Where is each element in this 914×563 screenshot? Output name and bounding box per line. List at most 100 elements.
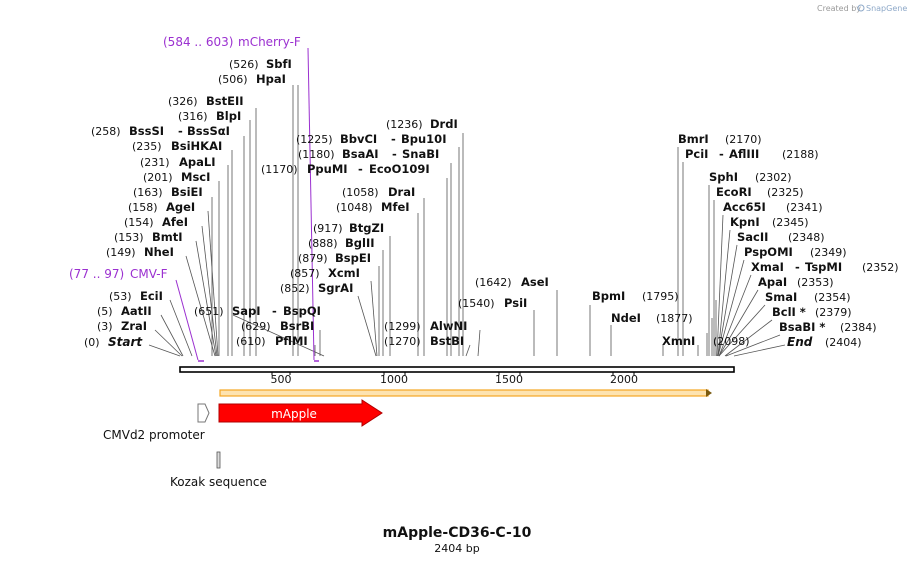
site-position: (2188)	[782, 148, 819, 161]
site-position: (857)	[290, 267, 320, 280]
site-position: (2341)	[786, 201, 823, 214]
site-position: (3)	[97, 320, 113, 333]
cmvd2-promoter-feature	[197, 403, 210, 423]
site-name-2: Bpu10I	[401, 132, 446, 146]
site-name-2: BssSαI	[187, 124, 230, 138]
site-name: SbfI	[266, 57, 292, 71]
site-name: Acc65I	[723, 200, 766, 214]
site-position: (235)	[132, 140, 162, 153]
site-name: SmaI	[765, 290, 797, 304]
start-position: (0)	[84, 336, 100, 349]
site-name: PciI	[685, 147, 708, 161]
site-name: NheI	[144, 245, 174, 259]
site-position: (610)	[236, 335, 266, 348]
site-position: (888)	[308, 237, 338, 250]
separator: -	[391, 132, 396, 146]
kozak-sequence-label: Kozak sequence	[170, 475, 267, 489]
kozak-sequence-feature	[216, 451, 221, 469]
separator: -	[392, 147, 397, 161]
site-name: SapI	[232, 304, 261, 318]
site-position: (2348)	[788, 231, 825, 244]
site-position: (326)	[168, 95, 198, 108]
cmv-f-primer-line	[175, 279, 199, 361]
site-name: BpmI	[592, 289, 625, 303]
site-position: (258)	[91, 125, 121, 138]
site-name: BsiEI	[171, 185, 203, 199]
site-position: (1180)	[298, 148, 335, 161]
site-name: EciI	[140, 289, 163, 303]
site-position: (651)	[194, 305, 224, 318]
site-position: (526)	[229, 58, 259, 71]
site-name: BspEI	[335, 251, 371, 265]
site-position: (158)	[128, 201, 158, 214]
site-name: XmnI	[662, 334, 695, 348]
separator: -	[272, 304, 277, 318]
site-position: (2170)	[725, 133, 762, 146]
left-cluster-labels: (526) SbfI (506) HpaI (326) BstEII (316)…	[91, 57, 292, 333]
site-position: (1270)	[384, 335, 421, 348]
site-position: (231)	[140, 156, 170, 169]
site-position: (1225)	[296, 133, 333, 146]
site-position: (2349)	[810, 246, 847, 259]
site-name: AatII	[121, 304, 152, 318]
map-length: 2404 bp	[434, 542, 479, 555]
cmvd2-promoter-label: CMVd2 promoter	[103, 428, 205, 442]
site-name: BstEII	[206, 94, 244, 108]
site-position: (2345)	[772, 216, 809, 229]
site-name: MscI	[181, 170, 210, 184]
site-name: ApaLI	[179, 155, 216, 169]
site-name: SgrAI	[318, 281, 353, 295]
site-name: PflMI	[275, 334, 308, 348]
site-name: XmaI	[751, 260, 784, 274]
orf-arrow	[219, 389, 712, 397]
site-name: AlwNI	[430, 319, 467, 333]
site-position: (1170)	[261, 163, 298, 176]
site-name-2: TspMI	[805, 260, 842, 274]
site-position: (852)	[280, 282, 310, 295]
site-position: (1795)	[642, 290, 679, 303]
site-name: DraI	[388, 185, 415, 199]
site-name: PsiI	[504, 296, 527, 310]
site-position: (163)	[133, 186, 163, 199]
site-position: (506)	[218, 73, 248, 86]
end-label: End	[787, 335, 813, 349]
ruler-label-2000: 2000	[610, 373, 638, 386]
dna-backbone	[179, 366, 735, 373]
site-name-2: AflIII	[729, 147, 759, 161]
site-position: (1058)	[342, 186, 379, 199]
snapgene-logo-icon	[857, 4, 865, 12]
site-name: AgeI	[166, 200, 195, 214]
start-label: Start	[108, 335, 143, 349]
site-name: BstBI	[430, 334, 464, 348]
separator: -	[795, 260, 800, 274]
site-name: AseI	[521, 275, 549, 289]
site-name: MfeI	[381, 200, 410, 214]
site-name: EcoRI	[716, 185, 752, 199]
site-name: BsiHKAI	[171, 139, 222, 153]
mapple-label: mApple	[271, 407, 317, 421]
middle-cluster-labels: (651) SapI - BspQI (629) BsrBI (610) Pfl…	[194, 117, 549, 348]
end-position: (2404)	[825, 336, 862, 349]
site-position: (1540)	[458, 297, 495, 310]
mcherry-f-primer-label: mCherry-F	[238, 35, 301, 49]
site-position: (149)	[106, 246, 136, 259]
site-position: (1877)	[656, 312, 693, 325]
map-title: mApple-CD36-C-10	[383, 525, 532, 541]
site-name: BssSI	[129, 124, 164, 138]
site-name: SacII	[737, 230, 768, 244]
mcherry-f-primer-position: (584 .. 603)	[163, 35, 233, 49]
site-position: (917)	[313, 222, 343, 235]
site-name: HpaI	[256, 72, 286, 86]
site-name: BsaBI *	[779, 320, 825, 334]
site-position: (1299)	[384, 320, 421, 333]
site-name: ApaI	[758, 275, 787, 289]
right-cluster-labels: BpmI (1795) NdeI (1877) XmnI (2098) BmrI…	[592, 132, 899, 348]
site-position: (2379)	[815, 306, 852, 319]
site-position: (1236)	[386, 118, 423, 131]
site-position: (2353)	[797, 276, 834, 289]
site-name: BlpI	[216, 109, 241, 123]
site-name: BmtI	[152, 230, 183, 244]
leader-lines	[148, 85, 786, 357]
site-name: BsrBI	[280, 319, 314, 333]
